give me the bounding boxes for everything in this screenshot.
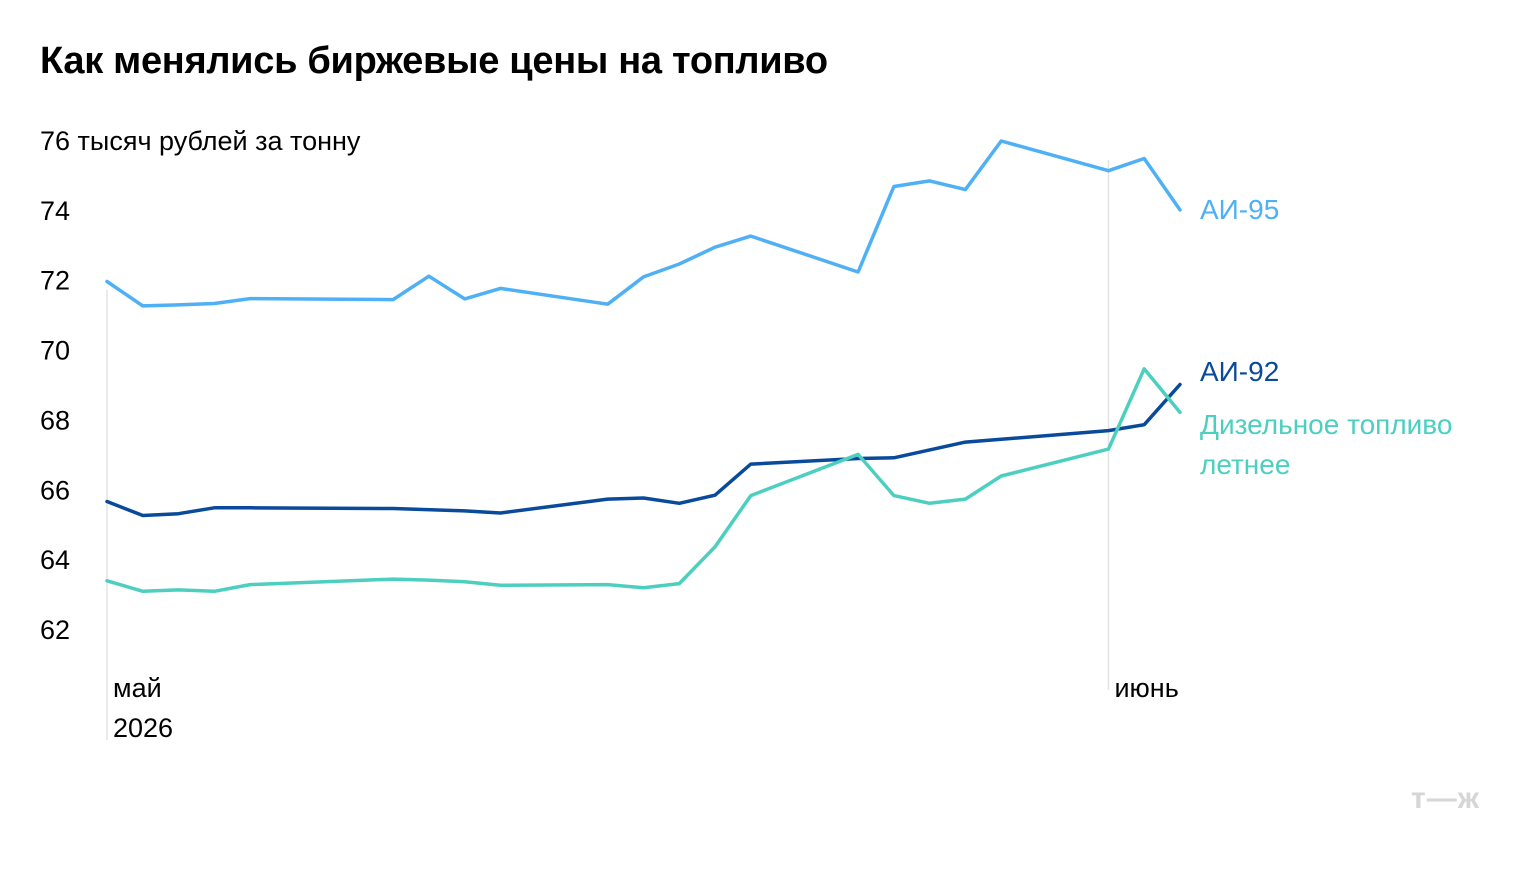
y-tick-label: 64 — [40, 545, 70, 575]
y-tick-value: 76 — [40, 126, 70, 156]
chart-title: Как менялись биржевые цены на топливо — [40, 40, 828, 82]
y-tick-label: 70 — [40, 336, 70, 366]
series-label: АИ-92 — [1200, 356, 1279, 387]
series-lines — [105, 139, 1182, 594]
x-tick-label: 2026 — [113, 713, 173, 743]
x-tick-label: май — [113, 673, 162, 703]
y-axis-labels: 76 тысяч рублей за тонну 74 72 70 68 66 64 62 — [40, 126, 361, 645]
y-tick-label: 62 — [40, 615, 70, 645]
y-tick-label: 68 — [40, 405, 70, 435]
y-tick-label: 72 — [40, 266, 70, 296]
series-label: Дизельное топливо — [1200, 409, 1452, 440]
series-line — [105, 382, 1182, 518]
series-label: АИ-95 — [1200, 194, 1279, 225]
brand-logo: т—ж — [1411, 782, 1480, 815]
x-axis: май 2026 июнь — [106, 160, 1179, 743]
y-tick-label: 76 тысяч рублей за тонну — [40, 126, 361, 156]
series-labels: АИ-95 АИ-92 Дизельное топливо летнее — [1200, 194, 1452, 480]
series-line — [105, 367, 1182, 594]
x-tick-label: июнь — [1114, 673, 1178, 703]
y-tick-label: 66 — [40, 475, 70, 505]
y-tick-label: 74 — [40, 196, 70, 226]
series-label: летнее — [1200, 449, 1290, 480]
series-line — [105, 139, 1182, 308]
y-unit-label: тысяч рублей за тонну — [70, 126, 361, 156]
